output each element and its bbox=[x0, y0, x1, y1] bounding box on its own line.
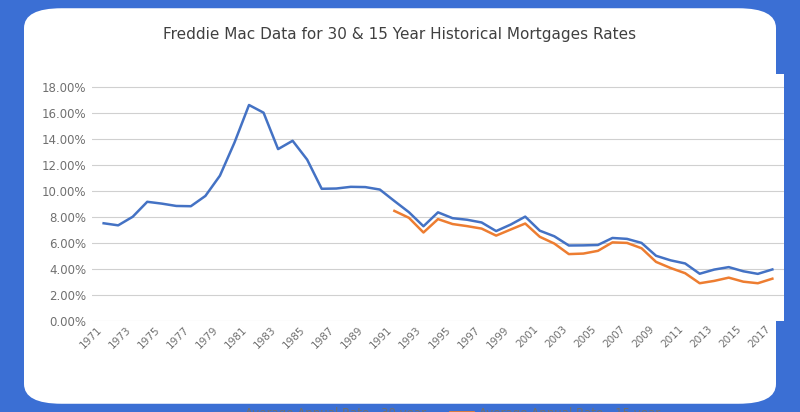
Average Annual Rate - 30 year bbox=[201, 194, 210, 199]
Average Annual Rate - 30 year bbox=[171, 204, 181, 208]
Average Annual Rate - 30 year bbox=[695, 271, 705, 276]
Average Annual Rate - 30 year bbox=[142, 199, 152, 204]
Average Annual Rate - 30 year bbox=[390, 199, 399, 204]
Average Annual Rate - 30 year bbox=[128, 214, 138, 219]
Average Annual Rate - 30 year bbox=[274, 147, 283, 152]
Average Annual Rate - 30 year bbox=[680, 261, 690, 266]
Average Annual Rate - 15 year bbox=[418, 230, 428, 235]
Average Annual Rate - 15 year bbox=[434, 217, 443, 222]
Average Annual Rate - 15 year bbox=[593, 248, 602, 253]
Average Annual Rate - 15 year bbox=[637, 246, 646, 251]
Average Annual Rate - 30 year bbox=[550, 234, 559, 239]
Average Annual Rate - 15 year bbox=[404, 215, 414, 220]
Text: Freddie Mac Data for 30 & 15 Year Historical Mortgages Rates: Freddie Mac Data for 30 & 15 Year Histor… bbox=[163, 27, 637, 42]
Average Annual Rate - 30 year bbox=[738, 269, 748, 274]
Average Annual Rate - 15 year bbox=[608, 240, 618, 245]
Average Annual Rate - 15 year bbox=[448, 222, 458, 227]
Average Annual Rate - 30 year bbox=[710, 267, 719, 272]
FancyBboxPatch shape bbox=[24, 8, 776, 404]
Line: Average Annual Rate - 30 year: Average Annual Rate - 30 year bbox=[104, 105, 772, 274]
Average Annual Rate - 15 year bbox=[578, 251, 588, 256]
Average Annual Rate - 30 year bbox=[578, 243, 588, 248]
Average Annual Rate - 15 year bbox=[767, 276, 777, 281]
Average Annual Rate - 30 year bbox=[477, 220, 486, 225]
Average Annual Rate - 30 year bbox=[186, 204, 196, 209]
Average Annual Rate - 30 year bbox=[288, 138, 298, 143]
Average Annual Rate - 30 year bbox=[491, 229, 501, 234]
Average Annual Rate - 30 year bbox=[506, 222, 515, 227]
Average Annual Rate - 15 year bbox=[753, 281, 762, 286]
Average Annual Rate - 30 year bbox=[99, 221, 109, 226]
Average Annual Rate - 30 year bbox=[258, 110, 268, 115]
Average Annual Rate - 15 year bbox=[491, 233, 501, 238]
Average Annual Rate - 15 year bbox=[462, 224, 472, 229]
Average Annual Rate - 30 year bbox=[535, 228, 545, 233]
Average Annual Rate - 15 year bbox=[651, 260, 661, 265]
Average Annual Rate - 15 year bbox=[738, 279, 748, 284]
Average Annual Rate - 15 year bbox=[695, 281, 705, 286]
Average Annual Rate - 30 year bbox=[724, 265, 734, 269]
Average Annual Rate - 30 year bbox=[114, 223, 123, 228]
Average Annual Rate - 30 year bbox=[608, 236, 618, 241]
Average Annual Rate - 30 year bbox=[753, 272, 762, 276]
Average Annual Rate - 15 year bbox=[521, 221, 530, 226]
Legend: Average Annual Rate - 30 year, Average Annual Rate - 15 year: Average Annual Rate - 30 year, Average A… bbox=[210, 402, 666, 412]
Average Annual Rate - 30 year bbox=[375, 187, 385, 192]
Average Annual Rate - 30 year bbox=[346, 184, 355, 189]
Average Annual Rate - 15 year bbox=[710, 279, 719, 283]
Average Annual Rate - 30 year bbox=[404, 210, 414, 215]
Average Annual Rate - 30 year bbox=[331, 186, 341, 191]
Average Annual Rate - 30 year bbox=[244, 103, 254, 108]
Average Annual Rate - 30 year bbox=[157, 201, 166, 206]
Average Annual Rate - 30 year bbox=[317, 186, 326, 191]
Average Annual Rate - 30 year bbox=[302, 157, 312, 162]
Average Annual Rate - 30 year bbox=[622, 236, 632, 241]
Average Annual Rate - 15 year bbox=[622, 241, 632, 246]
Average Annual Rate - 15 year bbox=[535, 234, 545, 239]
Average Annual Rate - 15 year bbox=[564, 252, 574, 257]
Average Annual Rate - 15 year bbox=[390, 208, 399, 213]
Average Annual Rate - 15 year bbox=[724, 275, 734, 280]
Average Annual Rate - 30 year bbox=[666, 258, 675, 263]
Average Annual Rate - 30 year bbox=[637, 241, 646, 246]
Average Annual Rate - 30 year bbox=[651, 253, 661, 258]
Average Annual Rate - 30 year bbox=[593, 243, 602, 248]
Average Annual Rate - 30 year bbox=[434, 210, 443, 215]
Average Annual Rate - 15 year bbox=[680, 271, 690, 276]
Average Annual Rate - 30 year bbox=[564, 243, 574, 248]
Average Annual Rate - 30 year bbox=[418, 224, 428, 229]
Average Annual Rate - 15 year bbox=[477, 226, 486, 231]
Average Annual Rate - 30 year bbox=[462, 217, 472, 222]
Average Annual Rate - 30 year bbox=[448, 216, 458, 221]
Average Annual Rate - 15 year bbox=[550, 241, 559, 246]
Average Annual Rate - 30 year bbox=[215, 173, 225, 178]
Average Annual Rate - 15 year bbox=[666, 266, 675, 271]
Average Annual Rate - 30 year bbox=[230, 140, 239, 145]
Average Annual Rate - 30 year bbox=[361, 185, 370, 190]
Average Annual Rate - 30 year bbox=[521, 214, 530, 219]
Average Annual Rate - 30 year bbox=[767, 267, 777, 272]
Average Annual Rate - 15 year bbox=[506, 227, 515, 232]
Line: Average Annual Rate - 15 year: Average Annual Rate - 15 year bbox=[394, 211, 772, 283]
